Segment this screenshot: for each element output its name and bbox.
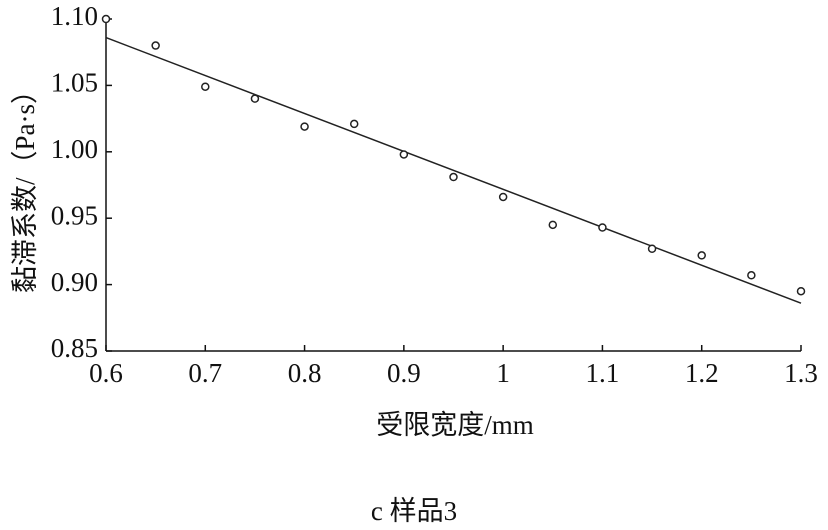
y-tick-label: 1.00	[51, 134, 98, 164]
point	[498, 192, 508, 202]
point	[697, 251, 706, 260]
point	[747, 271, 756, 280]
point	[598, 223, 607, 232]
point	[796, 286, 806, 296]
y-tick-label: 0.85	[51, 333, 98, 363]
caption: c 样品3	[371, 496, 457, 526]
point	[647, 244, 657, 253]
x-tick-label: 0.6	[89, 358, 123, 388]
fit-line	[105, 36, 802, 304]
point	[449, 172, 458, 182]
point	[300, 122, 309, 131]
x-axis-label: 受限宽度/mm	[376, 410, 534, 440]
point	[349, 119, 359, 129]
point	[151, 41, 160, 50]
y-tick-label: 0.90	[51, 267, 98, 297]
point	[399, 150, 409, 159]
y-axis-label: 黏滞系数/（Pa·s）	[10, 77, 40, 293]
x-tick-label: 1.1	[586, 358, 620, 388]
point	[548, 220, 558, 230]
x-tick-label: 1.2	[685, 358, 719, 388]
x-tick-label: 0.7	[188, 358, 222, 388]
y-tick-label: 0.95	[51, 200, 98, 230]
point	[201, 82, 210, 91]
y-tick-label: 1.10	[51, 1, 98, 31]
x-tick-label: 1.3	[784, 358, 818, 388]
x-tick-label: 0.8	[288, 358, 322, 388]
x-tick-label: 0.9	[387, 358, 421, 388]
y-tick-label: 1.05	[51, 68, 98, 98]
x-tick-label: 1	[496, 358, 510, 388]
point	[101, 14, 111, 24]
point	[250, 94, 260, 103]
